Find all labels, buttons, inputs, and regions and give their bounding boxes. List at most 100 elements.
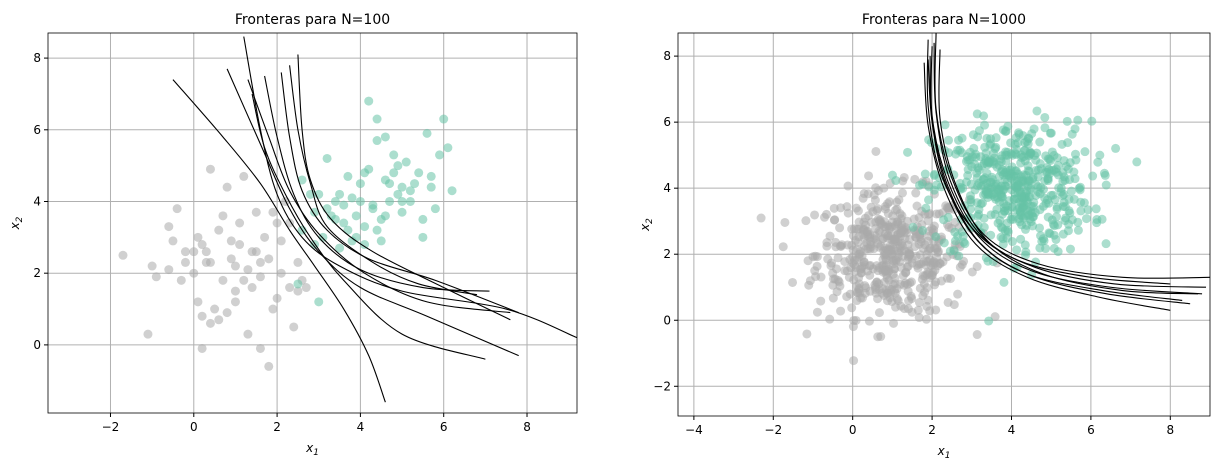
class0-point [193, 232, 203, 242]
class1-point [389, 168, 399, 178]
class0-point [859, 225, 869, 235]
class1-point [981, 189, 991, 199]
class0-point [906, 277, 916, 287]
class0-point [151, 272, 161, 282]
class1-point [1111, 143, 1121, 153]
class1-point [917, 179, 927, 189]
class0-point [804, 280, 814, 290]
class1-point [1043, 212, 1053, 222]
class0-point [164, 265, 174, 275]
class1-point [1095, 150, 1105, 160]
class1-point [1016, 191, 1026, 201]
class0-point [846, 263, 856, 273]
class0-point [897, 188, 907, 198]
class0-point [854, 217, 864, 227]
class0-point [851, 203, 861, 213]
class0-point [214, 225, 224, 235]
class1-point [393, 161, 403, 171]
class0-point [143, 329, 153, 339]
class0-point [850, 224, 860, 234]
class1-point [1052, 202, 1062, 212]
class0-point [243, 329, 253, 339]
class1-point [1011, 149, 1021, 159]
class1-point [1049, 243, 1059, 253]
class0-point [210, 304, 220, 314]
x-tick-label: 4 [1008, 423, 1016, 437]
class0-point [845, 289, 855, 299]
class1-point [385, 179, 395, 189]
class1-point [1091, 204, 1101, 214]
class1-point [405, 186, 415, 196]
y-tick-label: 8 [33, 51, 41, 65]
class1-point [1057, 139, 1067, 149]
class1-point [936, 182, 946, 192]
class0-point [915, 250, 925, 260]
class0-point [854, 285, 864, 295]
decision-boundary [930, 46, 1203, 295]
class0-point [247, 283, 257, 293]
y-tick-label: 6 [33, 123, 41, 137]
y-tick-label: 0 [663, 313, 671, 327]
class1-point [992, 162, 1002, 172]
class0-point [905, 234, 915, 244]
class1-point [1073, 225, 1083, 235]
class1-point [1029, 124, 1039, 134]
class1-point [1019, 200, 1029, 210]
class1-point [999, 277, 1009, 287]
class1-point [1059, 189, 1069, 199]
class0-point [293, 257, 303, 267]
class1-point [1070, 174, 1080, 184]
class1-point [1014, 181, 1024, 191]
y-axis-label-sub: 2 [645, 218, 655, 224]
class1-point [965, 155, 975, 165]
class0-point [946, 274, 956, 284]
class0-point [222, 182, 232, 192]
class0-point [189, 247, 199, 257]
class1-point [360, 240, 370, 250]
class0-point [874, 226, 884, 236]
class0-point [285, 283, 295, 293]
class1-point [1016, 158, 1026, 168]
class1-point [1034, 223, 1044, 233]
plot-area [756, 33, 1210, 366]
class1-point [1132, 157, 1142, 167]
class1-point [330, 196, 340, 206]
class0-point [226, 236, 236, 246]
class1-point [447, 186, 457, 196]
class1-point [984, 316, 994, 326]
class1-point [1038, 184, 1048, 194]
class0-point [990, 312, 1000, 322]
class0-point [882, 288, 892, 298]
class1-point [439, 114, 449, 124]
class0-point [852, 255, 862, 265]
class1-point [1025, 185, 1035, 195]
class1-point [310, 207, 320, 217]
class1-point [372, 225, 382, 235]
x-tick-label: 6 [1087, 423, 1095, 437]
class1-point [339, 200, 349, 210]
class0-point [861, 283, 871, 293]
chart-title: Fronteras para N=1000 [862, 12, 1026, 28]
x-axis-label: x1 [305, 441, 319, 458]
class0-point [907, 254, 917, 264]
x-tick-label: 4 [357, 420, 365, 434]
class0-point [822, 209, 832, 219]
x-axis-label-sub: 1 [945, 451, 951, 461]
class0-point [255, 343, 265, 353]
class0-point [889, 318, 899, 328]
class0-point [251, 207, 261, 217]
class0-point [874, 308, 884, 318]
class0-point [899, 280, 909, 290]
class1-point [414, 168, 424, 178]
class1-point [343, 171, 353, 181]
y-axis-label-sub: 2 [15, 216, 25, 222]
class0-point [230, 261, 240, 271]
class0-point [830, 215, 840, 225]
class1-point [943, 212, 953, 222]
class1-point [930, 169, 940, 179]
class1-point [1024, 166, 1034, 176]
class1-point [1016, 172, 1026, 182]
class0-point [932, 244, 942, 254]
decision-boundary [226, 68, 519, 357]
class0-point [780, 217, 790, 227]
